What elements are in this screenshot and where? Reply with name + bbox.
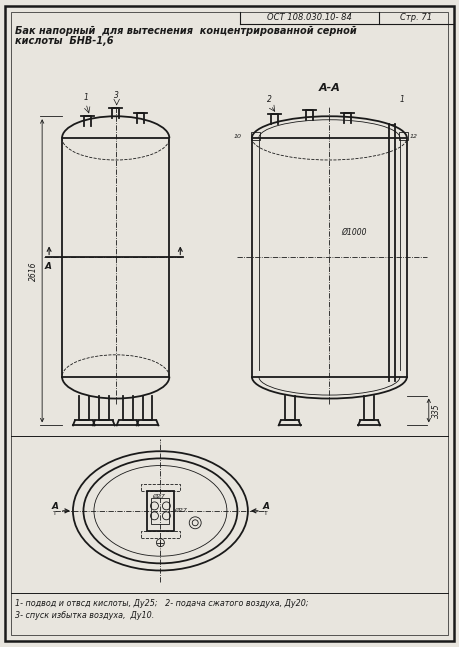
Text: 1: 1 (399, 95, 404, 104)
Text: А: А (51, 502, 59, 511)
Bar (399, 132, 408, 140)
Text: 3: 3 (114, 91, 119, 100)
Text: А: А (45, 263, 51, 271)
Text: А-А: А-А (319, 83, 340, 93)
Text: 12: 12 (410, 134, 418, 138)
Bar (140, 531, 180, 538)
Text: кислоты  БНВ-1,6: кислоты БНВ-1,6 (15, 36, 114, 46)
Text: Т: Т (53, 511, 57, 516)
Text: Бак напорный  для вытеснения  концентрированной серной: Бак напорный для вытеснения концентриров… (15, 26, 357, 36)
Text: 1: 1 (84, 93, 88, 102)
Bar (151, 498, 169, 524)
Bar (251, 132, 260, 140)
Text: Ø1000: Ø1000 (341, 228, 367, 237)
Text: 1- подвод и отвсд кислоты, Ду25;   2- подача сжатого воздуха, Ду20;: 1- подвод и отвсд кислоты, Ду25; 2- пода… (15, 598, 309, 608)
Text: 2: 2 (267, 95, 272, 104)
Text: Стр. 71: Стр. 71 (400, 14, 432, 23)
Text: 335: 335 (432, 403, 441, 418)
Text: А: А (262, 502, 269, 511)
Text: ОСТ 108.030.10- 84: ОСТ 108.030.10- 84 (267, 14, 352, 23)
Text: 3- спуск избытка воздуха,  Ду10.: 3- спуск избытка воздуха, Ду10. (15, 611, 155, 620)
Text: 10: 10 (234, 134, 242, 138)
Bar (146, 491, 174, 531)
Text: Ø27: Ø27 (174, 509, 187, 513)
Bar (140, 484, 180, 491)
Text: Ø27: Ø27 (152, 494, 165, 498)
Text: Т: Т (264, 511, 268, 516)
Text: 2616: 2616 (29, 261, 38, 281)
